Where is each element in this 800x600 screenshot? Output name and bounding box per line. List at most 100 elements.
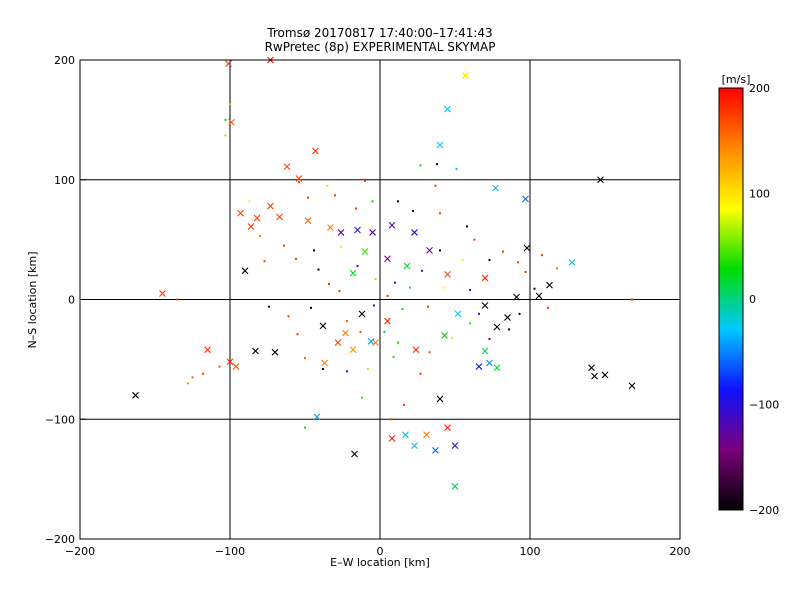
data-point-x	[492, 184, 499, 192]
data-point-dot	[466, 225, 468, 228]
data-point-x	[384, 317, 391, 325]
data-point-x	[247, 223, 255, 230]
data-point-x	[372, 339, 379, 346]
data-point-dot	[304, 357, 306, 360]
data-point-dot	[355, 207, 357, 210]
data-point-x	[481, 302, 489, 309]
data-point-dot	[434, 184, 437, 187]
y-axis-label: N–S location [km]	[26, 251, 39, 348]
data-point-dot	[488, 338, 491, 341]
data-point-dot	[307, 196, 309, 199]
data-point-dot	[263, 260, 266, 263]
data-point-x	[369, 229, 376, 236]
data-point-x	[451, 442, 459, 449]
data-point-x	[481, 274, 489, 282]
data-point-x	[403, 262, 411, 270]
data-point-x	[444, 424, 451, 432]
data-point-dot	[461, 258, 464, 261]
data-point-dot	[371, 200, 374, 203]
plot-points	[132, 56, 636, 490]
data-point-x	[388, 435, 396, 442]
data-point-x	[436, 141, 444, 149]
colorbar-tick-label: −200	[749, 504, 779, 517]
data-point-x	[204, 346, 211, 354]
data-point-dot	[427, 305, 429, 308]
data-point-x	[271, 348, 279, 356]
data-point-x	[436, 395, 444, 403]
data-point-dot	[313, 249, 315, 252]
data-point-dot	[176, 298, 179, 301]
plot-grid	[80, 60, 680, 539]
data-point-dot	[541, 254, 543, 257]
data-point-x	[276, 213, 283, 221]
data-point-dot	[202, 372, 204, 375]
data-point-dot	[473, 238, 476, 241]
data-point-x	[337, 229, 345, 236]
data-point-x	[588, 364, 595, 372]
data-point-x	[597, 176, 604, 184]
data-point-dot	[317, 268, 320, 271]
data-point-x	[411, 229, 418, 236]
data-point-dot	[373, 304, 375, 307]
data-point-dot	[283, 244, 285, 247]
colorbar-tick-label: 100	[749, 188, 770, 201]
data-point-dot	[224, 118, 227, 121]
data-point-x	[523, 244, 531, 252]
data-point-x	[462, 72, 469, 79]
data-point-x	[358, 310, 366, 318]
data-point-dot	[502, 250, 504, 253]
data-point-dot	[508, 328, 510, 331]
data-point-dot	[439, 212, 441, 215]
data-point-dot	[304, 426, 306, 429]
y-tick-label: 100	[54, 174, 75, 187]
data-point-x	[237, 209, 244, 217]
data-point-dot	[439, 249, 441, 252]
data-point-dot	[218, 365, 221, 368]
data-point-dot	[187, 382, 189, 385]
data-point-dot	[340, 245, 342, 248]
data-point-dot	[524, 270, 527, 273]
data-point-dot	[533, 287, 536, 290]
data-point-x	[354, 226, 361, 234]
data-point-dot	[409, 286, 411, 289]
data-point-dot	[488, 258, 491, 261]
colorbar-tick-label: 200	[749, 82, 770, 95]
data-point-x	[486, 359, 493, 367]
data-point-dot	[518, 312, 521, 315]
data-point-dot	[295, 257, 297, 260]
data-point-dot	[428, 351, 431, 354]
data-point-dot	[412, 209, 414, 212]
data-point-x	[283, 163, 291, 170]
data-point-dot	[322, 367, 324, 370]
data-point-dot	[224, 134, 227, 137]
data-point-dot	[367, 367, 369, 370]
x-tick-label: 100	[520, 545, 541, 558]
data-point-dot	[328, 282, 330, 285]
data-point-dot	[296, 333, 299, 336]
data-point-x	[361, 248, 369, 255]
colorbar-unit-label: [m/s]	[722, 73, 751, 86]
data-point-dot	[374, 278, 377, 281]
x-axis-label: E–W location [km]	[330, 556, 430, 569]
data-point-x	[304, 217, 312, 224]
x-tick-label: 200	[670, 545, 691, 558]
data-point-x	[591, 372, 598, 380]
colorbar-tick-label: 0	[749, 293, 756, 306]
data-point-x	[228, 118, 235, 126]
data-point-dot	[517, 261, 519, 264]
data-point-dot	[631, 298, 633, 301]
data-point-dot	[268, 305, 270, 308]
data-point-x	[159, 290, 166, 297]
data-point-dot	[310, 306, 312, 309]
data-point-x	[367, 338, 375, 345]
data-point-x	[384, 255, 391, 263]
data-point-x	[522, 195, 529, 203]
data-point-x	[132, 391, 139, 399]
data-point-x	[225, 60, 232, 67]
data-point-dot	[547, 306, 549, 309]
data-point-dot	[334, 194, 336, 197]
data-point-dot	[346, 370, 348, 373]
data-point-x	[351, 450, 358, 458]
data-point-dot	[259, 235, 261, 238]
